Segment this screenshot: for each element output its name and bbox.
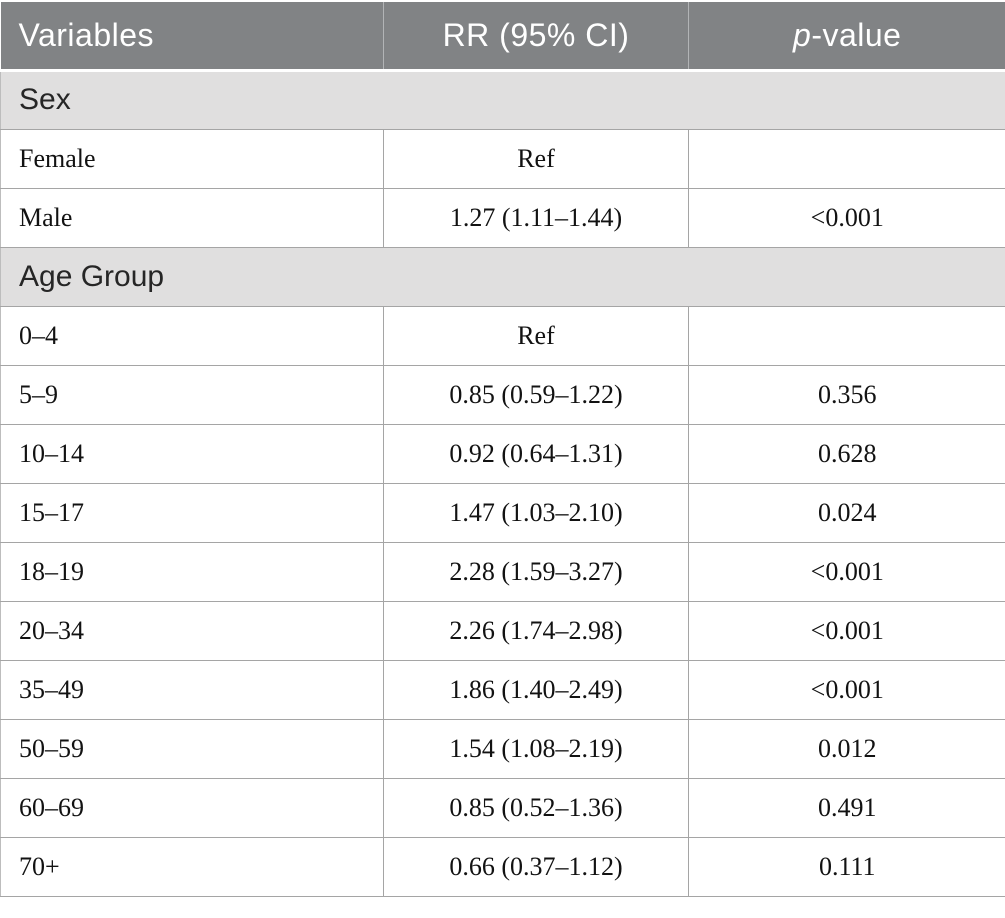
p-symbol: p bbox=[793, 16, 812, 53]
regression-results-table: Variables RR (95% CI) p-value Sex Female… bbox=[0, 2, 1005, 897]
section-title: Sex bbox=[0, 69, 1005, 130]
variable-cell: 50–59 bbox=[0, 719, 384, 779]
pvalue-cell: 0.356 bbox=[688, 365, 1005, 425]
pvalue-cell bbox=[688, 129, 1005, 189]
table-row: 50–59 1.54 (1.08–2.19) 0.012 bbox=[0, 719, 1005, 779]
header-p-value: p-value bbox=[688, 2, 1005, 72]
variable-cell: 35–49 bbox=[0, 660, 384, 720]
rr-cell: 0.66 (0.37–1.12) bbox=[383, 837, 689, 897]
rr-cell: 2.28 (1.59–3.27) bbox=[383, 542, 689, 602]
table-row: 10–14 0.92 (0.64–1.31) 0.628 bbox=[0, 424, 1005, 484]
pvalue-cell: <0.001 bbox=[688, 660, 1005, 720]
table-row: 18–19 2.28 (1.59–3.27) <0.001 bbox=[0, 542, 1005, 602]
variable-cell: 60–69 bbox=[0, 778, 384, 838]
variable-cell: 5–9 bbox=[0, 365, 384, 425]
rr-cell: 1.54 (1.08–2.19) bbox=[383, 719, 689, 779]
header-row: Variables RR (95% CI) p-value bbox=[0, 2, 1005, 72]
rr-cell: 1.47 (1.03–2.10) bbox=[383, 483, 689, 543]
pvalue-cell: 0.628 bbox=[688, 424, 1005, 484]
table-row: 15–17 1.47 (1.03–2.10) 0.024 bbox=[0, 483, 1005, 543]
rr-cell: Ref bbox=[383, 306, 689, 366]
variable-cell: 70+ bbox=[0, 837, 384, 897]
variable-cell: 20–34 bbox=[0, 601, 384, 661]
section-row-age-group: Age Group bbox=[0, 246, 1005, 307]
table-row: 5–9 0.85 (0.59–1.22) 0.356 bbox=[0, 365, 1005, 425]
rr-cell: 0.92 (0.64–1.31) bbox=[383, 424, 689, 484]
table-row: Male 1.27 (1.11–1.44) <0.001 bbox=[0, 188, 1005, 248]
pvalue-cell: <0.001 bbox=[688, 601, 1005, 661]
header-rr-ci: RR (95% CI) bbox=[383, 2, 689, 72]
variable-cell: 0–4 bbox=[0, 306, 384, 366]
pvalue-cell: <0.001 bbox=[688, 542, 1005, 602]
pvalue-cell: 0.111 bbox=[688, 837, 1005, 897]
pvalue-cell: 0.012 bbox=[688, 719, 1005, 779]
rr-cell: Ref bbox=[383, 129, 689, 189]
variable-cell: 15–17 bbox=[0, 483, 384, 543]
variable-cell: Male bbox=[0, 188, 384, 248]
section-title: Age Group bbox=[0, 246, 1005, 307]
rr-cell: 1.27 (1.11–1.44) bbox=[383, 188, 689, 248]
pvalue-cell: <0.001 bbox=[688, 188, 1005, 248]
p-value-suffix: -value bbox=[811, 16, 902, 53]
rr-cell: 2.26 (1.74–2.98) bbox=[383, 601, 689, 661]
table-row: 20–34 2.26 (1.74–2.98) <0.001 bbox=[0, 601, 1005, 661]
table-row: 0–4 Ref bbox=[0, 306, 1005, 366]
variable-cell: 18–19 bbox=[0, 542, 384, 602]
table-row: 70+ 0.66 (0.37–1.12) 0.111 bbox=[0, 837, 1005, 897]
rr-cell: 0.85 (0.59–1.22) bbox=[383, 365, 689, 425]
variable-cell: Female bbox=[0, 129, 384, 189]
variable-cell: 10–14 bbox=[0, 424, 384, 484]
rr-cell: 1.86 (1.40–2.49) bbox=[383, 660, 689, 720]
pvalue-cell: 0.491 bbox=[688, 778, 1005, 838]
pvalue-cell: 0.024 bbox=[688, 483, 1005, 543]
section-row-sex: Sex bbox=[0, 69, 1005, 130]
table-row: 60–69 0.85 (0.52–1.36) 0.491 bbox=[0, 778, 1005, 838]
table-header: Variables RR (95% CI) p-value bbox=[0, 2, 1005, 72]
table-row: Female Ref bbox=[0, 129, 1005, 189]
table-row: 35–49 1.86 (1.40–2.49) <0.001 bbox=[0, 660, 1005, 720]
pvalue-cell bbox=[688, 306, 1005, 366]
header-variables: Variables bbox=[0, 2, 384, 72]
rr-cell: 0.85 (0.52–1.36) bbox=[383, 778, 689, 838]
